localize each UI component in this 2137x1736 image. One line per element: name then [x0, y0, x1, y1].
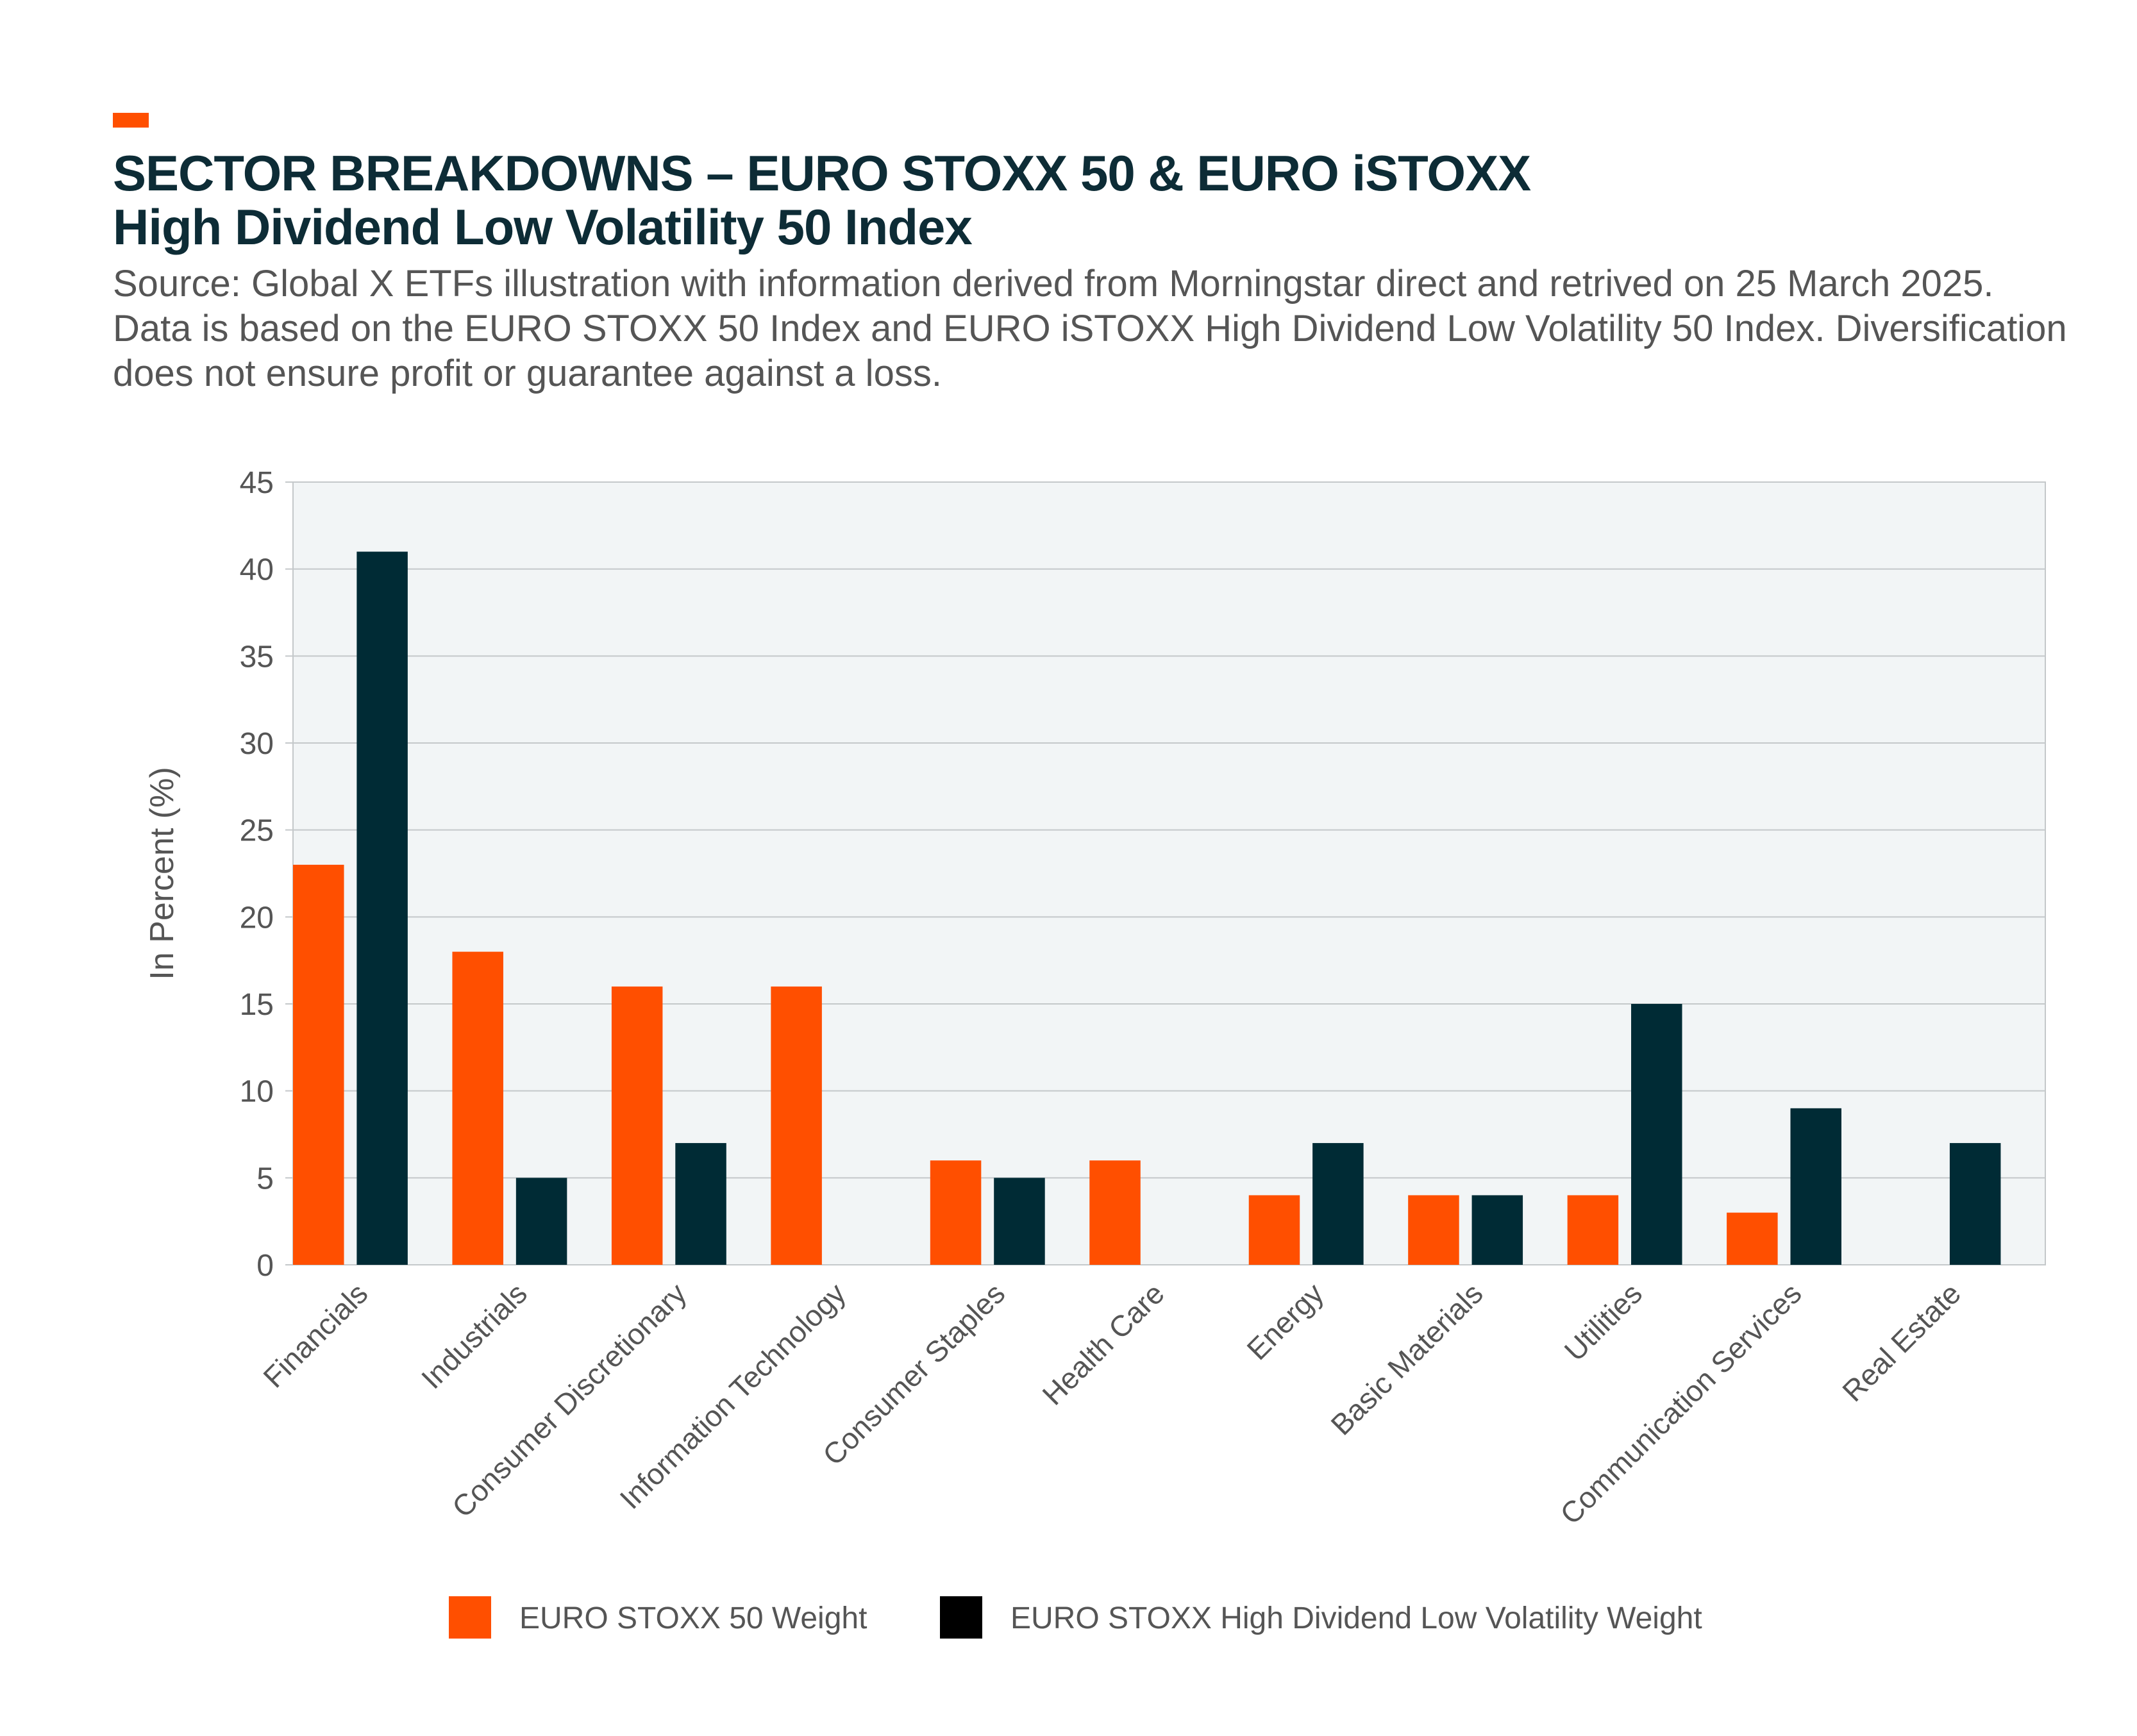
legend-label-high-dividend-low-vol: EURO STOXX High Dividend Low Volatility …: [1010, 1601, 1702, 1635]
x-tick-label: Basic Materials: [1324, 1276, 1489, 1441]
x-tick-label: Real Estate: [1836, 1276, 1967, 1408]
y-tick-label: 35: [240, 640, 274, 674]
bar-euro-stoxx-50: [1408, 1195, 1459, 1265]
y-tick-label: 0: [256, 1249, 274, 1283]
title-line-2: High Dividend Low Volatility 50 Index: [113, 199, 973, 255]
legend-swatch-euro-stoxx-50: [449, 1596, 491, 1639]
y-tick-label: 5: [256, 1162, 274, 1196]
y-tick-label: 30: [240, 727, 274, 761]
y-tick-label: 20: [240, 901, 274, 935]
bar-high-dividend-low-vol: [1471, 1195, 1523, 1265]
legend-label-euro-stoxx-50: EURO STOXX 50 Weight: [519, 1601, 867, 1635]
bar-high-dividend-low-vol: [675, 1143, 726, 1265]
bar-euro-stoxx-50: [930, 1160, 982, 1265]
bar-euro-stoxx-50: [293, 864, 344, 1265]
title-line-1: SECTOR BREAKDOWNS – EURO STOXX 50 & EURO…: [113, 145, 1531, 201]
accent-bar: [113, 113, 149, 128]
bar-euro-stoxx-50: [1567, 1195, 1619, 1265]
bar-euro-stoxx-50: [1727, 1212, 1778, 1265]
bar-euro-stoxx-50: [771, 986, 822, 1265]
bar-high-dividend-low-vol: [1790, 1108, 1841, 1265]
bars: [293, 551, 2001, 1265]
legend-swatch-high-dividend-low-vol: [940, 1596, 982, 1639]
bar-high-dividend-low-vol: [356, 551, 408, 1265]
bar-euro-stoxx-50: [611, 986, 663, 1265]
y-tick-label: 40: [240, 553, 274, 587]
bar-euro-stoxx-50: [1089, 1160, 1141, 1265]
bar-high-dividend-low-vol: [1312, 1143, 1364, 1265]
bar-high-dividend-low-vol: [515, 1178, 567, 1265]
x-tick-label: Financials: [256, 1276, 374, 1394]
bar-high-dividend-low-vol: [1949, 1143, 2001, 1265]
x-tick-label: Utilities: [1558, 1276, 1649, 1367]
y-axis-label: In Percent (%): [144, 767, 181, 980]
y-tick-label: 10: [240, 1075, 274, 1109]
source-note: Source: Global X ETFs illustration with …: [113, 263, 2067, 394]
bar-high-dividend-low-vol: [1631, 1004, 1682, 1265]
legend: EURO STOXX 50 Weight EURO STOXX High Divi…: [449, 1596, 1702, 1639]
bar-high-dividend-low-vol: [994, 1178, 1045, 1265]
x-tick-label: Industrials: [415, 1276, 533, 1395]
y-tick-label: 25: [240, 814, 274, 848]
y-tick-label: 15: [240, 988, 274, 1022]
x-tick-label: Energy: [1240, 1276, 1330, 1366]
x-tick-label: Health Care: [1035, 1276, 1170, 1411]
plot-background: [292, 481, 2046, 1265]
bar-euro-stoxx-50: [1248, 1195, 1300, 1265]
chart-title: SECTOR BREAKDOWNS – EURO STOXX 50 & EURO…: [113, 145, 1531, 255]
bar-euro-stoxx-50: [452, 951, 503, 1265]
y-tick-labels: 0 5 10 15 20 25 30 35 40 45: [240, 466, 274, 1283]
y-tick-label: 45: [240, 466, 274, 500]
